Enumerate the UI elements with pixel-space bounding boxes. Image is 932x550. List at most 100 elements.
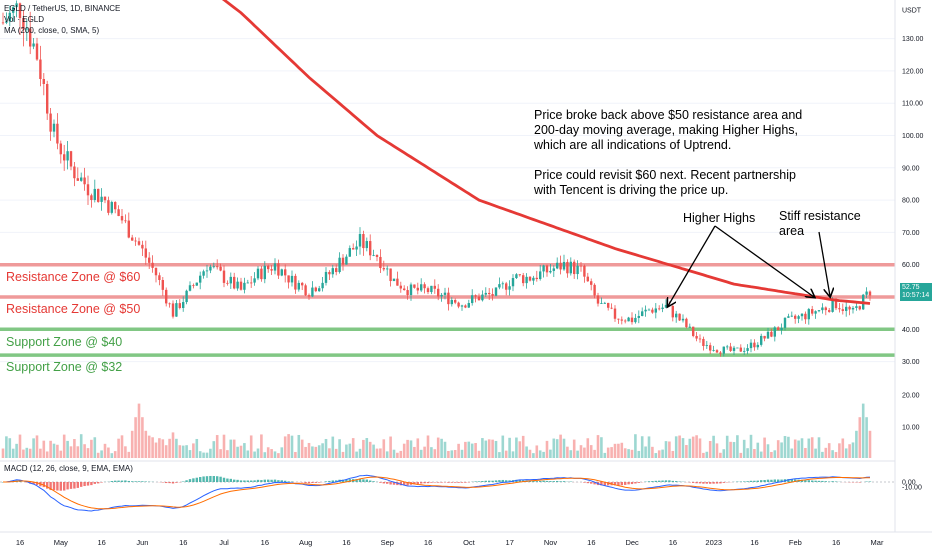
- macd-histogram-bar: [59, 482, 62, 491]
- volume-bar: [681, 438, 685, 458]
- volume-bar: [572, 439, 576, 458]
- candle-body: [508, 286, 511, 290]
- candle-body: [93, 188, 96, 200]
- candle-body: [416, 287, 419, 291]
- volume-bar: [535, 445, 539, 458]
- volume-bar: [215, 435, 219, 458]
- volume-bar: [753, 449, 756, 458]
- macd-histogram-bar: [545, 480, 549, 482]
- volume-bar: [671, 450, 675, 458]
- volume-bar: [763, 437, 766, 458]
- candle-body: [494, 287, 498, 296]
- macd-histogram-bar: [794, 479, 797, 482]
- macd-histogram-bar: [542, 480, 545, 482]
- volume-bar: [807, 438, 811, 458]
- candle-body: [753, 342, 756, 348]
- macd-histogram-bar: [348, 479, 351, 482]
- macd-histogram-bar: [790, 479, 793, 482]
- candle-body: [165, 289, 168, 304]
- macd-histogram-bar: [562, 481, 566, 482]
- candle-body: [756, 344, 759, 348]
- macd-histogram-bar: [209, 475, 212, 482]
- volume-bar: [195, 438, 199, 458]
- macd-histogram-bar: [698, 482, 702, 484]
- volume-bar: [32, 438, 35, 458]
- candle-body: [681, 318, 685, 321]
- macd-histogram-bar: [171, 482, 175, 484]
- macd-histogram-bar: [477, 481, 481, 482]
- candle-body: [304, 285, 307, 296]
- volume-bar: [484, 440, 488, 458]
- volume-bar: [698, 438, 702, 458]
- macd-histogram-bar: [127, 480, 130, 482]
- macd-histogram-bar: [314, 482, 317, 483]
- candle-body: [732, 347, 736, 351]
- macd-histogram-bar: [35, 482, 39, 486]
- volume-bar: [749, 434, 753, 458]
- price-tick-label: 110.00: [902, 101, 923, 108]
- candle-body: [73, 166, 76, 179]
- volume-bar: [736, 435, 739, 458]
- volume-bar: [100, 450, 103, 458]
- macd-histogram-bar: [450, 482, 453, 483]
- candle-body: [280, 269, 283, 276]
- volume-bar: [134, 417, 137, 458]
- macd-histogram-bar: [66, 482, 69, 490]
- volume-bar: [147, 435, 151, 458]
- stiff-resistance-line: area: [779, 224, 805, 238]
- volume-bar: [419, 449, 423, 458]
- macd-histogram-bar: [185, 480, 188, 482]
- resistance-zone-60-label: Resistance Zone @ $60: [6, 270, 141, 284]
- volume-bar: [787, 436, 790, 458]
- stiff-resistance-label: Stiff resistance area: [779, 209, 861, 239]
- candle-body: [437, 288, 440, 297]
- macd-histogram-bar: [355, 479, 358, 482]
- macd-histogram-bar: [246, 480, 249, 482]
- volume-bar: [171, 432, 175, 458]
- volume-bar: [705, 451, 709, 458]
- volume-bar: [253, 451, 256, 458]
- macd-histogram-bar: [556, 480, 559, 482]
- candle-body: [528, 276, 532, 281]
- volume-bar: [555, 439, 559, 458]
- volume-bar: [501, 435, 505, 458]
- macd-histogram-bar: [760, 480, 763, 482]
- volume-bar: [810, 437, 814, 458]
- time-tick-label: Jul: [219, 538, 229, 547]
- axis-unit: USDT: [902, 8, 922, 15]
- volume-bar: [814, 448, 817, 458]
- volume-bar: [202, 452, 205, 458]
- candle-body: [858, 306, 861, 310]
- higher-highs-label: Higher Highs: [683, 211, 756, 225]
- macd-histogram-bar: [236, 479, 239, 482]
- volume-bar: [868, 430, 872, 458]
- candle-body: [260, 268, 263, 280]
- volume-bar: [314, 446, 318, 458]
- volume-bar: [317, 445, 321, 458]
- volume-bar: [821, 451, 824, 458]
- macd-histogram-bar: [110, 481, 113, 482]
- volume-bar: [800, 438, 804, 458]
- volume-bar: [651, 446, 654, 458]
- volume-bar: [321, 443, 324, 458]
- volume-bar: [239, 445, 243, 458]
- candle-body: [559, 262, 562, 270]
- macd-histogram-bar: [222, 477, 226, 482]
- price-tick-label: 80.00: [902, 198, 920, 205]
- legend-macd: MACD (12, 26, close, 9, EMA, EMA): [4, 464, 133, 473]
- volume-bar: [205, 452, 209, 458]
- volume-bar: [640, 436, 644, 458]
- analysis-line: Price could revisit $60 next. Recent par…: [534, 168, 796, 182]
- macd-histogram-bar: [253, 480, 256, 482]
- candle-body: [379, 256, 382, 269]
- macd-histogram-bar: [56, 482, 59, 491]
- analysis-line: [534, 153, 802, 168]
- candle-body: [212, 266, 215, 268]
- volume-bar: [474, 443, 477, 458]
- candle-body: [477, 296, 481, 301]
- volume-bar: [848, 444, 851, 458]
- candle-body: [743, 350, 746, 352]
- candle-body: [783, 317, 787, 328]
- candle-body: [202, 271, 205, 276]
